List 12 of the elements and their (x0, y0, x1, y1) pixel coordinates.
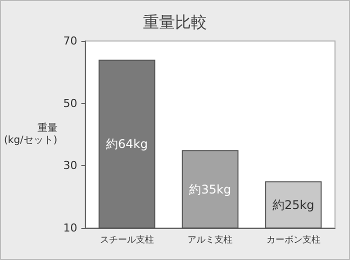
y-tick-label: 10 (63, 222, 78, 234)
data-label: 約64kg (106, 137, 148, 152)
x-tick-label: カーボン支柱 (266, 234, 320, 246)
data-label: 約35kg (189, 182, 232, 196)
data-label: 約25kg (272, 198, 314, 212)
y-axis-title: 重量 (kg/セット) (4, 122, 58, 146)
chart-title: 重量比較 (143, 12, 207, 32)
y-tick-label: 70 (63, 34, 78, 48)
y-tick-label: 30 (63, 159, 78, 172)
x-tick-label: スチール支柱 (100, 234, 154, 246)
y-tick-label: 50 (63, 96, 78, 110)
x-tick-label: アルミ支柱 (188, 234, 233, 246)
